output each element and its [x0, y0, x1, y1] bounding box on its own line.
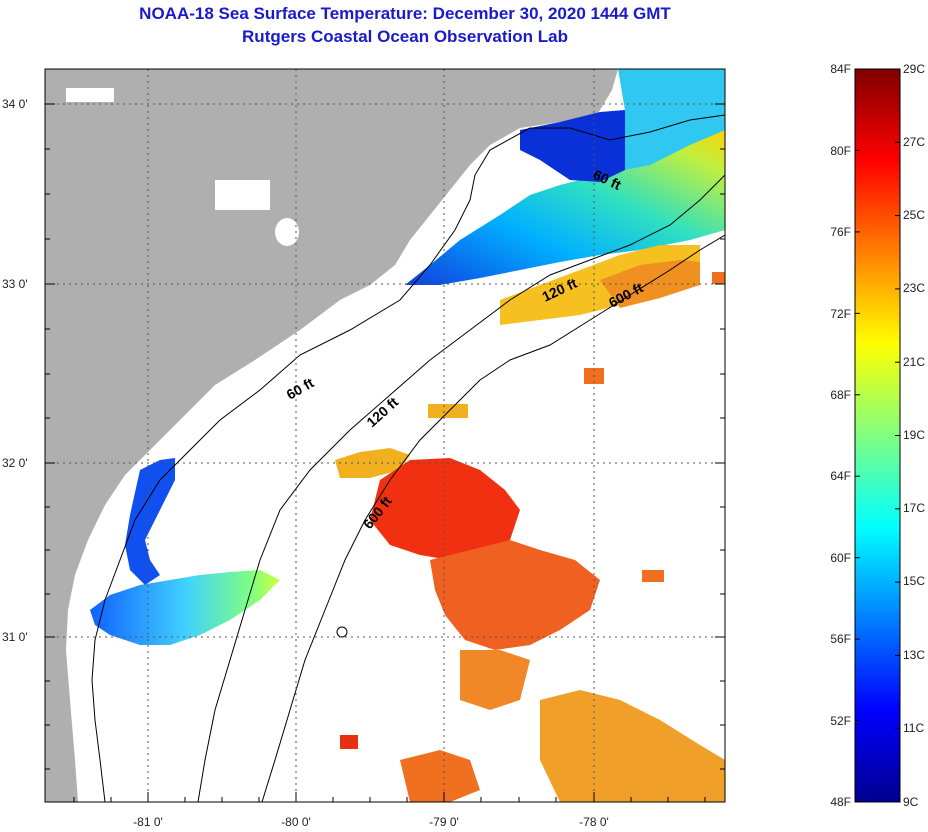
- seamount-contour: [336, 626, 348, 638]
- sst-red-patch: [340, 735, 358, 749]
- cloud-patch: [66, 88, 114, 102]
- sst-south-coastal-band: [90, 570, 280, 645]
- lat-label: 31 0': [2, 630, 28, 644]
- lon-label: -79 0': [429, 815, 459, 829]
- sst-gulf-stream-core: [370, 458, 520, 560]
- lon-label: -78 0': [579, 815, 609, 829]
- lat-label: 34 0': [2, 97, 28, 111]
- sst-orange-patch: [712, 272, 725, 284]
- axis-ticks: [45, 103, 725, 802]
- lat-label: 32 0': [2, 456, 28, 470]
- sst-warm-south: [460, 650, 530, 710]
- sst-yellow-patch: [428, 404, 468, 418]
- lon-label: -81 0': [133, 815, 163, 829]
- graticule: [45, 69, 725, 802]
- map-title: NOAA-18 Sea Surface Temperature: Decembe…: [139, 4, 671, 23]
- cloud-patch: [215, 180, 270, 210]
- map-subtitle: Rutgers Coastal Ocean Observation Lab: [242, 27, 568, 46]
- sst-cyan-northeast: [618, 69, 725, 170]
- lat-label: 33 0': [2, 277, 28, 291]
- sst-south-blue-strip: [125, 458, 175, 585]
- lon-label: -80 0': [281, 815, 311, 829]
- land-mass: [45, 69, 618, 802]
- sst-gulf-stream-outer: [430, 540, 600, 650]
- cloud-patch: [275, 218, 299, 246]
- sst-warm-band-edge: [600, 260, 700, 308]
- sst-warm-patch: [335, 448, 410, 478]
- isobath-60ft: [91, 114, 725, 802]
- isobath-600ft: [261, 234, 725, 802]
- sst-warm-south-patch: [400, 750, 480, 802]
- sst-warm-southeast: [540, 690, 725, 802]
- sst-orange-patch: [642, 570, 664, 582]
- map-frame: [44, 68, 726, 803]
- isobath-120ft: [197, 174, 725, 802]
